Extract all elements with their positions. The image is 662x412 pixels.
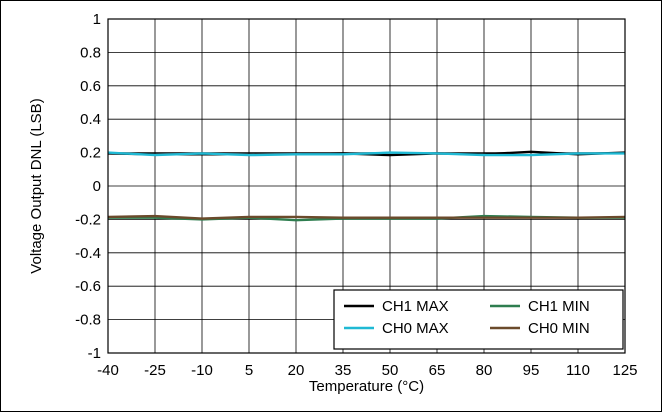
y-tick-label: -0.4	[75, 245, 101, 262]
x-tick-label: 35	[335, 362, 352, 379]
x-tick-label: -40	[97, 362, 119, 379]
legend-label: CH1 MIN	[528, 298, 590, 315]
legend-box	[333, 289, 624, 350]
y-tick-label: 0.6	[80, 78, 101, 95]
x-tick-label: 125	[612, 362, 637, 379]
y-tick-label: 0.2	[80, 145, 101, 162]
legend-items: CH1 MAX CH1 MIN CH0 MAX CH0 MIN	[344, 298, 590, 337]
x-tick-label: 80	[476, 362, 493, 379]
y-tick-label: 1	[93, 11, 101, 28]
x-tick-label: 65	[429, 362, 446, 379]
series-lines	[107, 150, 626, 222]
y-tick-label: -1	[88, 345, 101, 362]
x-tick-label: 20	[288, 362, 305, 379]
x-tick-label: -10	[191, 362, 213, 379]
legend-label: CH0 MAX	[382, 320, 449, 337]
x-tick-label: 95	[523, 362, 540, 379]
legend-label: CH0 MIN	[528, 320, 590, 337]
series-line-ch0-max	[107, 151, 625, 157]
plot-area-frame	[107, 18, 626, 354]
y-tick-label: -0.6	[75, 278, 101, 295]
y-tick-label: -0.8	[75, 312, 101, 329]
x-tick-label: 50	[382, 362, 399, 379]
x-tick-label: 110	[566, 362, 590, 379]
legend-label: CH1 MAX	[382, 298, 449, 315]
y-tick-label: -0.2	[75, 211, 101, 228]
x-tick-label: -25	[144, 362, 166, 379]
y-tick-labels: 1 0.8 0.6 0.4 0.2 0 -0.2 -0.4 -0.6 -0.8 -1	[75, 11, 101, 362]
x-tick-label: 5	[245, 362, 253, 379]
series-line-ch0-min	[107, 214, 626, 220]
x-tick-labels: -40 -25 -10 5 20 35 50 65 80 95 110 125	[97, 362, 637, 379]
y-tick-label: 0.4	[80, 111, 101, 128]
y-tick-label: 0.8	[80, 44, 101, 61]
y-tick-label: 0	[93, 178, 101, 195]
y-axis-title: Voltage Output DNL (LSB)	[28, 98, 45, 273]
x-axis-title: Temperature (°C)	[309, 378, 424, 395]
legend: CH1 MAX CH1 MIN CH0 MAX CH0 MIN	[333, 289, 624, 350]
